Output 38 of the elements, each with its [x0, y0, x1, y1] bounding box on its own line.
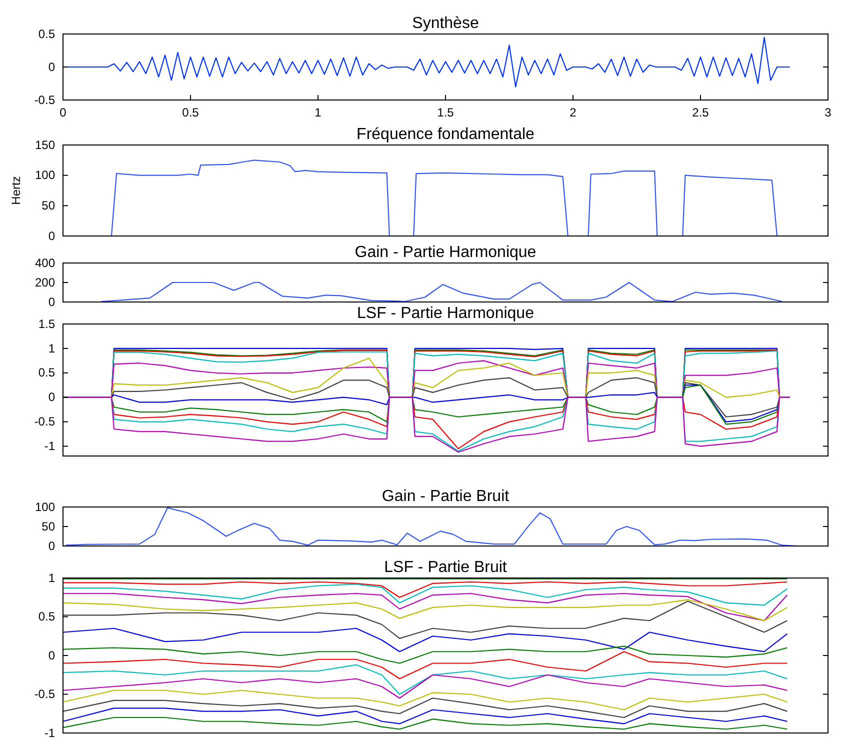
y-tick-label: -1 — [44, 439, 56, 454]
y-tick-label: 1 — [48, 341, 56, 356]
x-tick-label: 3 — [824, 106, 832, 120]
y-tick-label: 400 — [34, 256, 56, 270]
x-tick-label: 1.5 — [437, 106, 454, 120]
y-tick-label: 0 — [48, 390, 56, 404]
y-tick-label: -0.5 — [34, 92, 56, 107]
y-tick-label: 200 — [34, 275, 56, 290]
y-tick-label: 0.5 — [38, 366, 56, 380]
y-tick-label: 0 — [48, 228, 56, 243]
y-tick-label: 0.5 — [38, 26, 56, 41]
y-tick-label: 1.5 — [38, 316, 56, 331]
chart-title: Gain - Partie Bruit — [382, 488, 510, 505]
x-tick-label: 0 — [60, 106, 67, 120]
y-tick-label: 0 — [48, 60, 56, 74]
y-tick-label: 50 — [42, 519, 56, 534]
chart-title: LSF - Partie Bruit — [384, 559, 508, 576]
x-tick-label: 1 — [314, 106, 322, 120]
y-tick-label: 0 — [48, 648, 56, 662]
y-tick-label: 0.5 — [38, 610, 56, 624]
chart-title: Synthèse — [412, 15, 479, 32]
y-axis-title: Hertz — [9, 176, 23, 205]
y-tick-label: 100 — [34, 500, 56, 514]
x-tick-label: 2 — [570, 106, 577, 120]
chart-title: LSF - Partie Harmonique — [357, 305, 534, 322]
y-tick-label: -1 — [44, 726, 56, 740]
y-tick-label: 0 — [48, 294, 56, 309]
chart-title: Gain - Partie Harmonique — [354, 244, 536, 261]
y-tick-label: 100 — [34, 168, 56, 182]
y-tick-label: 150 — [34, 138, 56, 152]
y-tick-label: 1 — [48, 570, 56, 585]
y-tick-label: 0 — [48, 538, 56, 553]
y-tick-label: 50 — [42, 198, 56, 213]
y-tick-label: -0.5 — [34, 687, 56, 702]
chart-title: Fréquence fondamentale — [356, 126, 535, 143]
x-tick-label: 0.5 — [182, 106, 200, 120]
x-tick-label: 2.5 — [692, 106, 710, 120]
y-tick-label: -0.5 — [34, 414, 56, 429]
